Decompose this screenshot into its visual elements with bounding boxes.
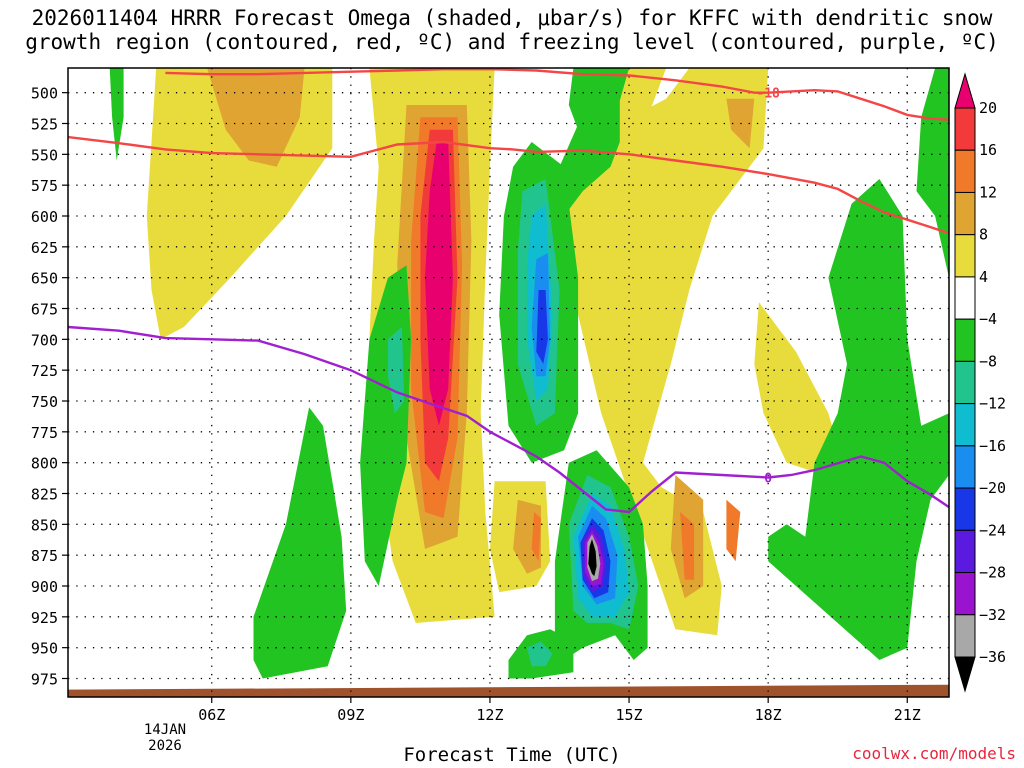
y-tick-label-625: 625 bbox=[31, 239, 58, 257]
colorbar-label-0: 20 bbox=[979, 99, 997, 117]
colorbar-box-12 bbox=[954, 614, 976, 658]
omega-region-early-sinking-core bbox=[207, 68, 305, 167]
colorbar-box-2 bbox=[954, 191, 976, 236]
y-tick-label-950: 950 bbox=[31, 640, 58, 658]
series-line-1 bbox=[67, 135, 950, 235]
x-tick-label-15Z: 15Z bbox=[616, 706, 643, 724]
omega-region-rising-strip-top bbox=[109, 68, 124, 161]
colorbar-box-11 bbox=[954, 572, 976, 616]
y-tick-label-525: 525 bbox=[31, 116, 58, 134]
y-tick-label-800: 800 bbox=[31, 455, 58, 473]
omega-shading bbox=[109, 68, 949, 679]
y-tick-label-875: 875 bbox=[31, 547, 58, 565]
y-tick-label-750: 750 bbox=[31, 393, 58, 411]
omega-region-rising-lowlevel-left bbox=[253, 407, 347, 679]
x-tick-label-12Z: 12Z bbox=[476, 706, 503, 724]
y-tick-label-775: 775 bbox=[31, 424, 58, 442]
colorbar-box-0 bbox=[954, 107, 976, 151]
date-line-2: 2026 bbox=[148, 738, 182, 754]
colorbar-label-7: −12 bbox=[979, 395, 1006, 413]
y-tick-label-725: 725 bbox=[31, 362, 58, 380]
omega-region-sinking-late-12 bbox=[680, 512, 694, 580]
colorbar-box-7 bbox=[954, 403, 976, 447]
series-line-0 bbox=[165, 68, 950, 121]
y-tick-label-825: 825 bbox=[31, 486, 58, 504]
colorbar-label-12: −32 bbox=[979, 606, 1006, 624]
y-tick-label-850: 850 bbox=[31, 516, 58, 534]
colorbar-bottom-arrow bbox=[954, 656, 976, 693]
colorbar-label-9: −20 bbox=[979, 479, 1006, 497]
contour-label-0: -18 bbox=[756, 87, 780, 102]
colorbar-top-arrow bbox=[954, 72, 976, 109]
x-axis-date: 14JAN 2026 bbox=[120, 722, 210, 754]
colorbar-box-1 bbox=[954, 149, 976, 193]
y-tick-label-500: 500 bbox=[31, 85, 58, 103]
y-tick-label-700: 700 bbox=[31, 331, 58, 349]
colorbar-box-9 bbox=[954, 487, 976, 531]
colorbar-label-3: 8 bbox=[979, 226, 988, 244]
ground-surface bbox=[68, 684, 949, 697]
x-axis-label: Forecast Time (UTC) bbox=[403, 744, 621, 766]
isotherm-lines: -18 0 bbox=[67, 68, 950, 514]
colorbar-box-5 bbox=[954, 318, 976, 362]
title-line-2: growth region (contoured, red, ºC) and f… bbox=[25, 30, 999, 54]
colorbar-box-8 bbox=[954, 445, 976, 489]
y-tick-label-575: 575 bbox=[31, 177, 58, 195]
colorbar-label-8: −16 bbox=[979, 437, 1006, 455]
y-tick-label-650: 650 bbox=[31, 270, 58, 288]
title-line-1: 2026011404 HRRR Forecast Omega (shaded, … bbox=[31, 6, 993, 30]
y-tick-label-900: 900 bbox=[31, 578, 58, 596]
colorbar-box-10 bbox=[954, 529, 976, 574]
omega-region-right-sinking-12 bbox=[726, 499, 741, 562]
colorbar-label-5: −4 bbox=[979, 310, 997, 328]
omega-region-mid-sinking-band bbox=[536, 68, 769, 636]
colorbar-box-6 bbox=[954, 360, 976, 405]
x-tick-label-06Z: 06Z bbox=[198, 706, 225, 724]
y-tick-label-925: 925 bbox=[31, 609, 58, 627]
contour-label-1: 0 bbox=[764, 471, 772, 486]
colorbar-label-13: −36 bbox=[979, 648, 1006, 666]
colorbar-label-1: 16 bbox=[979, 141, 997, 159]
chart-title: 2026011404 HRRR Forecast Omega (shaded, … bbox=[0, 6, 1024, 54]
series-line-2 bbox=[67, 325, 950, 514]
omega-region-rising-right-big bbox=[768, 179, 949, 660]
source-credit-link[interactable]: coolwx.com/models bbox=[852, 744, 1016, 763]
y-tick-label-550: 550 bbox=[31, 146, 58, 164]
date-line-1: 14JAN bbox=[143, 722, 187, 738]
x-tick-label-21Z: 21Z bbox=[894, 706, 921, 724]
colorbar-label-10: −24 bbox=[979, 521, 1006, 539]
omega-region-main-sinking-20 bbox=[425, 142, 453, 426]
omega-region-rising-lower-36 bbox=[588, 539, 597, 577]
axes: 500 525 550 575 600 625 650 675 700 725 750 775 800 8… bbox=[31, 67, 950, 724]
omega-region-rising-mid-left-8 bbox=[387, 327, 405, 414]
y-tick-label-600: 600 bbox=[31, 208, 58, 226]
gridlines bbox=[68, 68, 949, 697]
omega-region-rising-descent-20 bbox=[536, 290, 548, 364]
colorbar-label-6: −8 bbox=[979, 352, 997, 370]
colorbar-label-11: −28 bbox=[979, 564, 1006, 582]
y-tick-label-675: 675 bbox=[31, 301, 58, 319]
colorbar: 20 16 12 8 4 −4 −8 −12 −16 −20 −24 −28 −32 −36 bbox=[954, 72, 1006, 693]
omega-region-right-sinking-blob bbox=[754, 302, 843, 475]
ground-terrain bbox=[68, 684, 949, 697]
x-tick-label-09Z: 09Z bbox=[337, 706, 364, 724]
x-tick-label-18Z: 18Z bbox=[755, 706, 782, 724]
colorbar-label-4: 4 bbox=[979, 268, 988, 286]
y-tick-label-975: 975 bbox=[31, 671, 58, 689]
colorbar-label-2: 12 bbox=[979, 183, 997, 201]
plot-frame bbox=[67, 67, 950, 698]
omega-region-rising-right-top bbox=[916, 68, 949, 278]
colorbar-box-4 bbox=[954, 276, 976, 320]
colorbar-box-3 bbox=[954, 234, 976, 278]
